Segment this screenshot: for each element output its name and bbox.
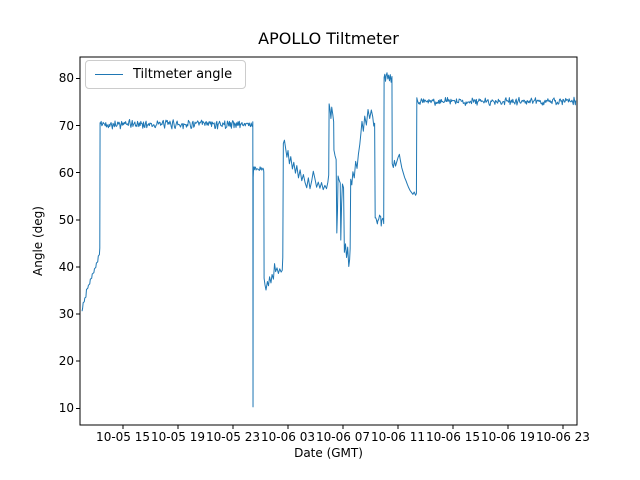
x-axis-label: Date (GMT) (294, 446, 363, 460)
y-tick-label: 70 (58, 118, 74, 133)
legend-label: Tiltmeter angle (133, 67, 233, 82)
x-tick-label: 10-06 15 (426, 430, 480, 444)
y-tick-label: 60 (58, 165, 74, 180)
x-tick-label: 10-06 23 (535, 430, 590, 444)
x-tick-label: 10-06 07 (316, 430, 370, 444)
y-tick-label: 40 (58, 259, 74, 274)
x-tick-label: 10-05 23 (206, 430, 260, 444)
y-tick-label: 50 (58, 212, 74, 227)
x-tick-label: 10-05 15 (96, 430, 151, 444)
y-tick-label: 10 (58, 401, 74, 416)
legend: Tiltmeter angle (85, 60, 246, 89)
axes-spines (79, 56, 578, 426)
tiltmeter-angle-line (81, 72, 577, 408)
x-tick-label: 10-06 03 (261, 430, 315, 444)
x-tick-label: 10-06 19 (480, 430, 535, 444)
legend-line-sample-icon (95, 74, 123, 75)
chart-title: APOLLO Tiltmeter (258, 29, 399, 48)
y-tick-label: 80 (58, 71, 74, 86)
y-tick-label: 20 (58, 354, 74, 369)
x-tick-label: 10-05 19 (151, 430, 205, 444)
x-tick-label: 10-06 11 (371, 430, 425, 444)
y-tick-label: 30 (58, 307, 74, 322)
